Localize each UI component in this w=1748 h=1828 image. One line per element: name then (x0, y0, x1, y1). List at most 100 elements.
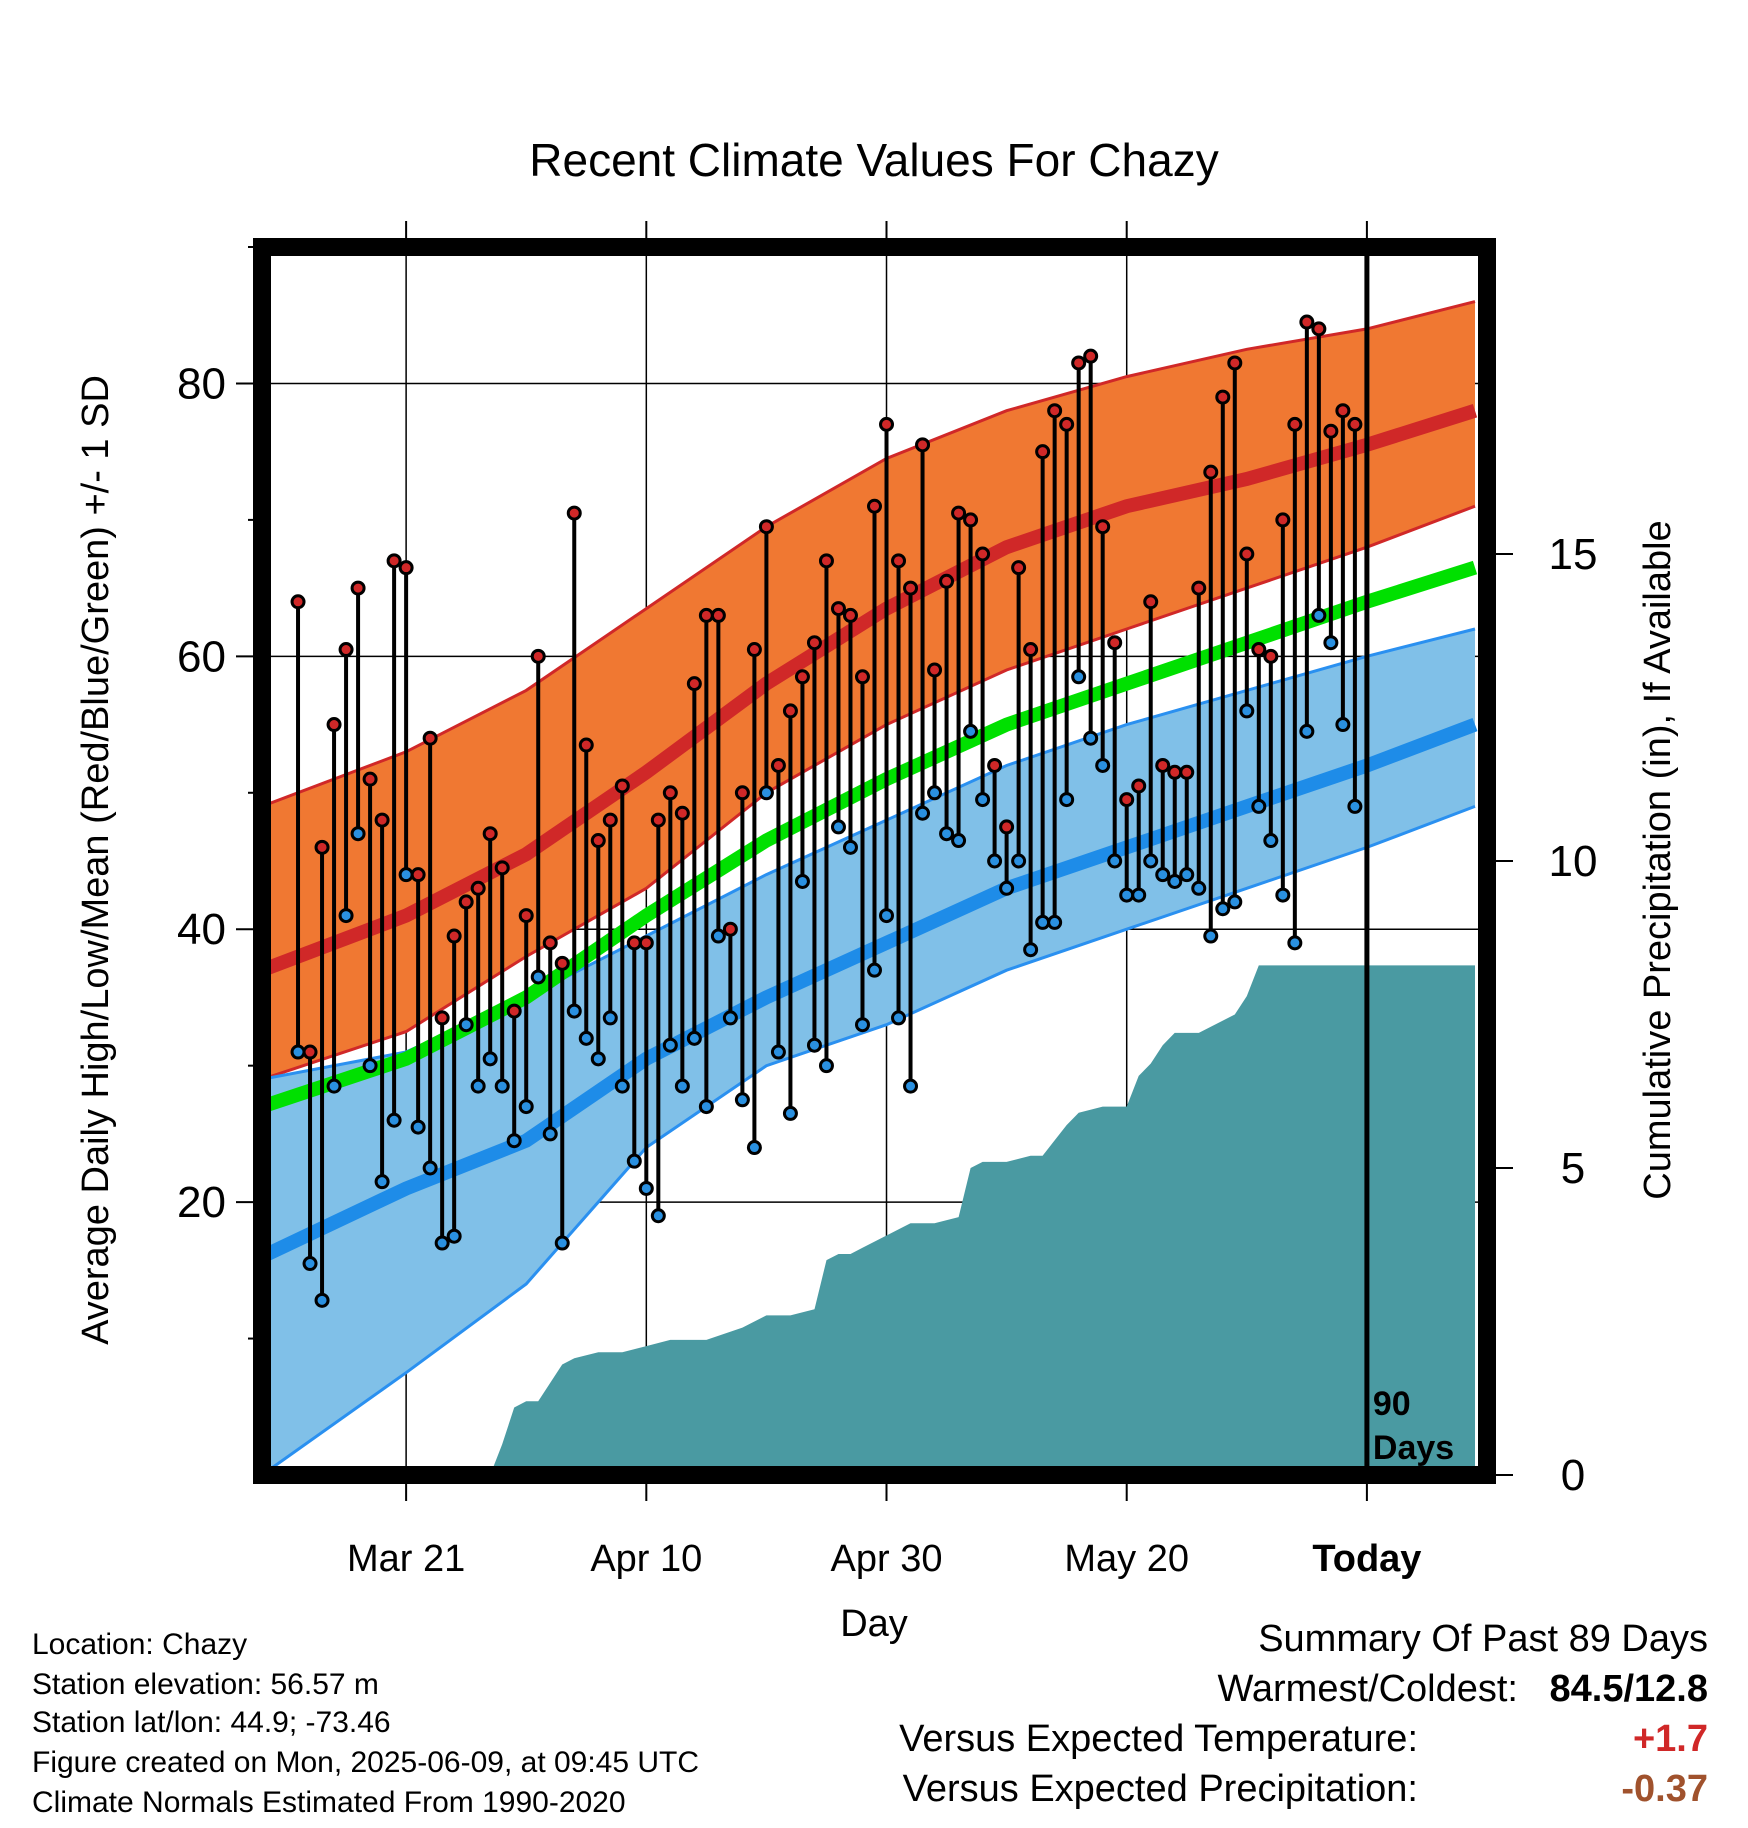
daily-high-point (542, 935, 558, 951)
daily-high-point (1011, 560, 1027, 576)
daily-high-point (734, 785, 750, 801)
daily-high-point (1191, 580, 1207, 596)
daily-high-point (326, 717, 342, 733)
daily-high-point (434, 1010, 450, 1026)
daily-low-point (542, 1126, 558, 1142)
expected-precipitation-value: -0.37 (1621, 1768, 1708, 1810)
daily-high-point (915, 437, 931, 453)
daily-low-point (1323, 635, 1339, 651)
daily-low-point (662, 1037, 678, 1053)
daily-high-point (566, 505, 582, 521)
daily-low-point (951, 833, 967, 849)
daily-high-point (1155, 757, 1171, 773)
daily-low-point (446, 1228, 462, 1244)
y-tick-label-left: 80 (177, 359, 226, 408)
daily-high-point (470, 880, 486, 896)
daily-high-point (638, 935, 654, 951)
daily-high-point (854, 669, 870, 685)
daily-high-point (1023, 642, 1039, 658)
daily-low-point (1263, 833, 1279, 849)
daily-high-point (494, 860, 510, 876)
today-marker-count: 90 (1373, 1385, 1411, 1423)
x-axis-label: Day (840, 1603, 908, 1645)
daily-high-point (987, 757, 1003, 773)
daily-high-point (1143, 594, 1159, 610)
daily-high-point (746, 642, 762, 658)
daily-high-point (1047, 403, 1063, 419)
daily-high-point (614, 778, 630, 794)
daily-high-point (830, 601, 846, 617)
warmest-coldest-label: Warmest/Coldest: (1217, 1668, 1518, 1710)
daily-low-point (422, 1160, 438, 1176)
daily-low-point (1347, 798, 1363, 814)
daily-high-point (398, 560, 414, 576)
y-tick-label-right: 5 (1561, 1144, 1585, 1193)
axes: Mar 21 Apr 10 Apr 30 May 20 Today 20 40 60 80 0 5 1… (177, 221, 1597, 1580)
daily-low-point (770, 1044, 786, 1060)
daily-low-point (350, 826, 366, 842)
daily-high-point (1203, 464, 1219, 480)
daily-low-point (1239, 703, 1255, 719)
y-axis-label-left: Average Daily High/Low/Mean (Red/Blue/Gr… (75, 375, 117, 1345)
daily-high-point (686, 676, 702, 692)
daily-low-point (578, 1030, 594, 1046)
daily-low-point (674, 1078, 690, 1094)
location-text: Location: Chazy (32, 1628, 248, 1661)
daily-low-point (482, 1051, 498, 1067)
elevation-text: Station elevation: 56.57 m (32, 1668, 379, 1701)
daily-low-point (386, 1112, 402, 1128)
daily-low-point (1191, 880, 1207, 896)
y-axis-label-right: Cumulative Precipitation (in), If Availa… (1637, 520, 1679, 1199)
daily-low-point (1335, 717, 1351, 733)
today-marker-unit: Days (1373, 1429, 1454, 1467)
daily-low-point (530, 969, 546, 985)
daily-high-point (362, 771, 378, 787)
daily-low-point (927, 785, 943, 801)
daily-high-point (867, 498, 882, 514)
summary-title: Summary Of Past 89 Days (1258, 1618, 1708, 1660)
x-tick-label: Mar 21 (347, 1538, 465, 1580)
daily-high-point (602, 812, 618, 828)
daily-low-point (1203, 928, 1219, 944)
daily-high-point (1095, 519, 1111, 535)
latlon-text: Station lat/lon: 44.9; -73.46 (32, 1706, 391, 1739)
daily-high-point (1107, 635, 1123, 651)
daily-high-point (1071, 355, 1087, 371)
y-tick-label-right: 15 (1549, 530, 1598, 579)
daily-high-point (1251, 642, 1267, 658)
daily-high-point (374, 812, 390, 828)
daily-low-point (1047, 914, 1063, 930)
daily-low-point (987, 853, 1003, 869)
daily-low-point (314, 1292, 330, 1308)
daily-low-point (1155, 867, 1171, 883)
daily-low-point (963, 723, 979, 739)
daily-low-point (458, 1017, 474, 1033)
daily-low-point (1023, 942, 1039, 958)
daily-high-point (1347, 416, 1363, 432)
daily-low-point (1131, 887, 1147, 903)
daily-low-point (1107, 853, 1123, 869)
daily-high-point (650, 812, 666, 828)
daily-high-point (482, 826, 498, 842)
daily-low-point (506, 1133, 522, 1149)
daily-low-point (1011, 853, 1027, 869)
daily-low-point (1143, 853, 1159, 869)
daily-low-point (794, 873, 810, 889)
y-tick-label-right: 10 (1549, 837, 1598, 886)
daily-low-point (975, 792, 991, 808)
daily-high-point (818, 553, 834, 569)
daily-high-point (806, 635, 822, 651)
daily-high-point (458, 894, 474, 910)
y-tick-label-right: 0 (1561, 1451, 1585, 1500)
x-tick-label: May 20 (1064, 1538, 1189, 1580)
daily-high-point (578, 737, 594, 753)
daily-low-point (806, 1037, 822, 1053)
daily-high-point (1035, 444, 1051, 460)
daily-low-point (494, 1078, 510, 1094)
daily-low-point (830, 819, 846, 835)
daily-high-point (842, 607, 858, 623)
expected-temperature-value: +1.7 (1632, 1718, 1708, 1760)
daily-high-point (1059, 416, 1075, 432)
daily-high-point (1119, 792, 1135, 808)
